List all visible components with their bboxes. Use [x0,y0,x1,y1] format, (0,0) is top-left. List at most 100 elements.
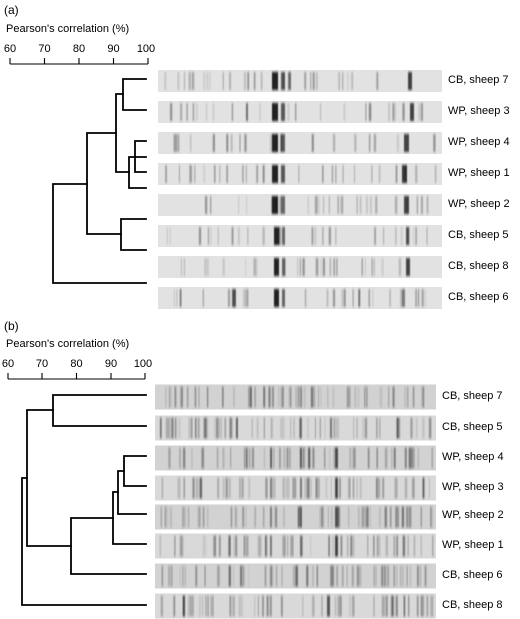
gel-band [434,165,437,183]
gel-band [248,477,251,499]
gel-band [404,477,408,499]
gel-band [232,289,236,307]
gel-band [433,134,436,152]
gel-band [348,386,351,408]
gel-band [216,447,219,469]
gel-band [174,134,177,152]
gel-band [182,506,184,528]
gel-band [254,595,256,617]
gel-band [364,386,366,408]
gel-band [320,258,322,276]
gel-band [317,258,319,276]
gel-band [262,227,265,245]
gel-lane [155,533,436,559]
gel-band [204,417,207,439]
gel-band [396,565,398,587]
gel-band [231,595,234,617]
gel-band [311,386,314,408]
gel-band [202,535,205,557]
gel-band [199,506,201,528]
panel-a-lane-label: WP, sheep 4 [448,136,510,148]
gel-band [431,595,434,617]
gel-band [209,72,211,90]
panel-b-gel [155,384,436,619]
gel-band [279,447,281,469]
gel-band [420,535,422,557]
gel-band [383,477,385,499]
gel-band [220,417,223,439]
gel-band [359,477,362,499]
gel-band [170,565,173,587]
gel-band [320,386,322,408]
gel-band [333,258,335,276]
gel-band [381,565,384,587]
gel-band [292,535,294,557]
gel-band [314,386,315,408]
gel-band [422,386,424,408]
gel-band [342,72,344,90]
gel-band [169,506,173,528]
gel-band [388,103,391,121]
gel-band [300,447,302,469]
gel-band [352,447,355,469]
gel-band [381,386,383,408]
gel-band [274,227,279,245]
gel-band [278,227,281,245]
gel-band [284,535,286,557]
gel-band [341,289,344,307]
gel-band [288,72,291,90]
gel-band [420,506,422,528]
gel-band [407,386,409,408]
gel-band [236,417,238,439]
gel-band [394,196,398,214]
gel-band [271,477,274,499]
gel-lane [158,101,442,123]
gel-band [273,477,276,499]
gel-band [421,595,423,617]
gel-band [324,447,326,469]
gel-band [177,134,180,152]
gel-band [322,258,325,276]
gel-band [402,289,405,307]
gel-band [404,386,407,408]
gel-band [297,258,299,276]
gel-band [386,595,388,617]
gel-band [250,386,252,408]
gel-band [289,447,291,469]
gel-lane [158,194,442,216]
gel-band [295,386,297,408]
gel-band [239,134,241,152]
gel-band [373,565,375,587]
gel-band [306,477,309,499]
gel-band [429,477,430,499]
gel-band [376,72,379,90]
gel-band [245,535,248,557]
gel-band [384,447,387,469]
gel-band [322,165,324,183]
gel-band [272,103,278,121]
gel-band [408,72,412,90]
gel-band [263,165,265,183]
gel-band [362,417,364,439]
gel-band [386,535,388,557]
gel-band [213,535,216,557]
gel-band [421,289,424,307]
gel-band [189,595,192,617]
gel-band [246,289,249,307]
gel-band [180,386,182,408]
gel-band [177,477,179,499]
gel-band [168,447,171,469]
gel-band [352,417,355,439]
gel-band [165,165,167,183]
gel-band [257,535,259,557]
gel-band [314,227,317,245]
gel-band [388,386,390,408]
gel-band [300,535,302,557]
gel-band [359,196,362,214]
gel-band [168,565,170,587]
gel-band [396,134,400,152]
gel-band [350,447,352,469]
panel-b-lane-label: CB, sheep 8 [442,599,503,611]
gel-band [217,227,219,245]
gel-band [418,103,420,121]
